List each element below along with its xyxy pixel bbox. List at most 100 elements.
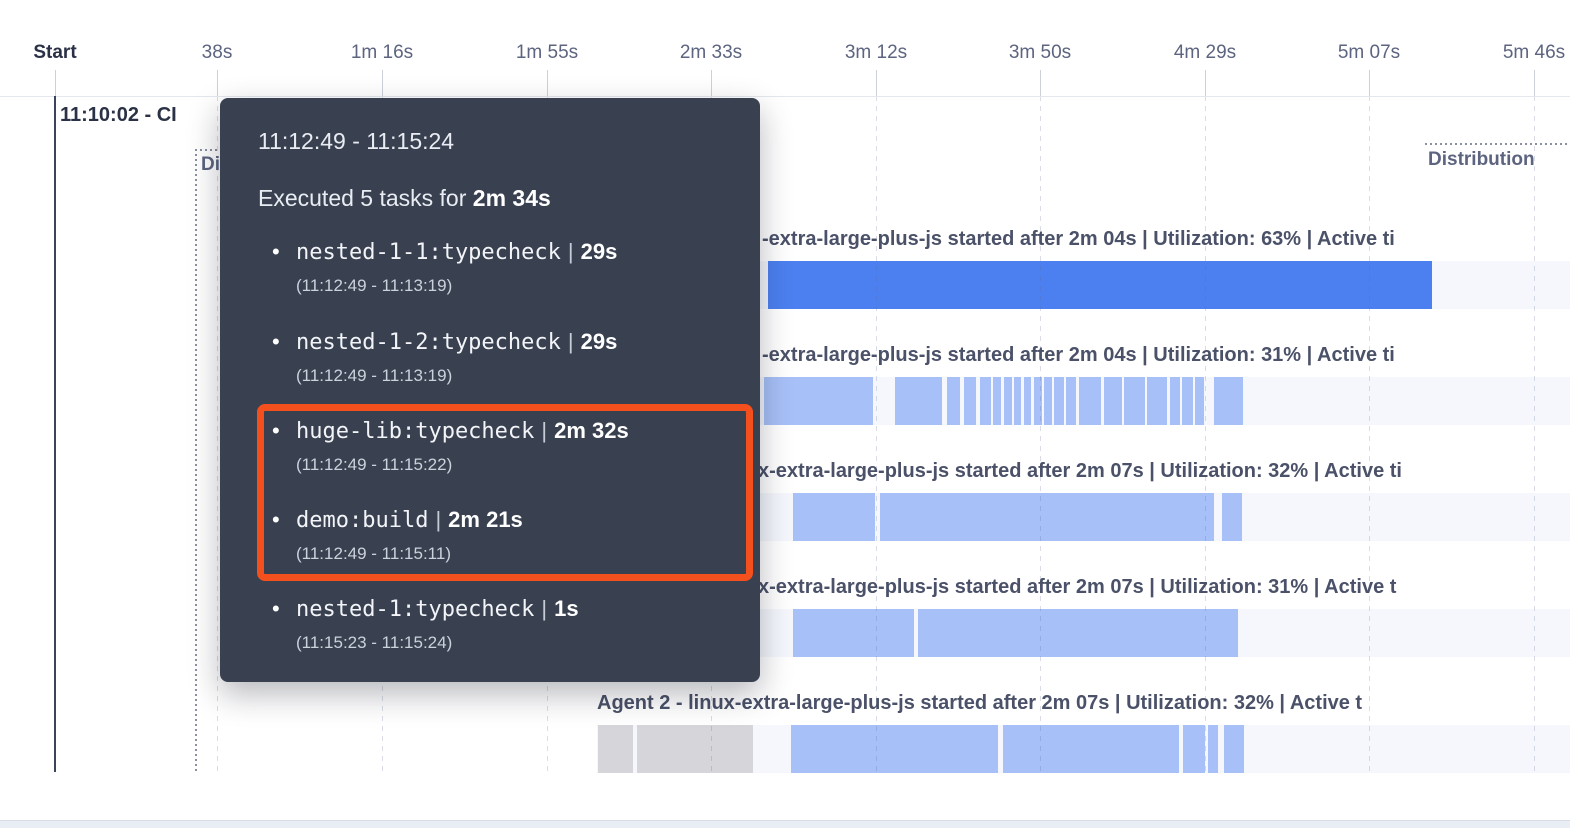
- tooltip-task-item: • nested-1-2:typecheck | 29s (11:12:49 - 11:…: [272, 327, 617, 386]
- time-axis: Start 38s 1m 16s 1m 55s 2m 33s 3m 12s 3m 50s 4m…: [0, 0, 1570, 97]
- agent-activity-bar[interactable]: [1003, 725, 1179, 773]
- task-duration: 2m 32s: [554, 418, 629, 443]
- task-name: nested-1-2:typecheck: [296, 330, 561, 355]
- task-duration: 2m 21s: [448, 507, 523, 532]
- tooltip-task-item: • nested-1:typecheck | 1s (11:15:23 - 11:15:…: [272, 594, 579, 653]
- tooltip-task-item: • huge-lib:typecheck | 2m 32s (11:12:49 - 11…: [272, 416, 629, 475]
- agent-activity-bar[interactable]: [764, 377, 873, 425]
- axis-tick-mark: [547, 70, 548, 96]
- agent-activity-bar[interactable]: [791, 725, 998, 773]
- agent-activity-bar[interactable]: [1222, 493, 1242, 541]
- agent-activity-bar[interactable]: [1208, 725, 1218, 773]
- axis-tick-label: 1m 16s: [350, 42, 414, 63]
- agent-activity-bar[interactable]: [1147, 377, 1167, 425]
- agent-activity-bar[interactable]: [1195, 377, 1204, 425]
- footer-divider: [0, 820, 1570, 821]
- agent-activity-bar[interactable]: [1214, 377, 1243, 425]
- task-time-range: (11:12:49 - 11:15:22): [296, 455, 453, 474]
- agent-activity-bar[interactable]: [1054, 377, 1064, 425]
- axis-tick-label: 2m 33s: [679, 42, 743, 63]
- agent-activity-bar[interactable]: [793, 609, 914, 657]
- axis-tick-label: 38s: [201, 42, 233, 63]
- agent-activity-bar[interactable]: [1024, 377, 1031, 425]
- bullet-icon: •: [272, 507, 280, 532]
- axis-tick-mark: [382, 70, 383, 96]
- tooltip-summary-prefix: Executed 5 tasks for: [258, 185, 473, 211]
- axis-tick-mark: [1205, 70, 1206, 96]
- agent-activity-bar[interactable]: [768, 261, 1432, 309]
- task-name: demo:build: [296, 508, 429, 533]
- agent-activity-bar[interactable]: [880, 493, 1214, 541]
- axis-tick-label: 5m 46s: [1502, 42, 1566, 63]
- task-tooltip: 11:12:49 - 11:15:24 Executed 5 tasks for…: [220, 98, 760, 682]
- axis-tick-label: Start: [33, 42, 77, 63]
- axis-tick-label: 4m 29s: [1173, 42, 1237, 63]
- tooltip-task-item: • demo:build | 2m 21s (11:12:49 - 11:15:11): [272, 505, 523, 564]
- tooltip-summary-duration: 2m 34s: [472, 185, 551, 211]
- axis-tick-mark: [217, 70, 218, 96]
- task-name: huge-lib:typecheck: [296, 419, 535, 444]
- agent-activity-bar[interactable]: [993, 377, 1001, 425]
- tooltip-task-line: • nested-1-1:typecheck | 29s: [272, 237, 617, 268]
- task-name: nested-1:typecheck: [296, 597, 535, 622]
- agent-idle-bar[interactable]: [637, 725, 753, 773]
- bullet-icon: •: [272, 596, 280, 621]
- task-time-range: (11:12:49 - 11:13:19): [296, 276, 453, 295]
- agent-activity-bar[interactable]: [1182, 377, 1193, 425]
- agent-activity-bar[interactable]: [895, 377, 942, 425]
- agent-activity-bar[interactable]: [1224, 725, 1244, 773]
- agent-activity-bar[interactable]: [1004, 377, 1012, 425]
- task-separator: |: [541, 418, 548, 443]
- agent-activity-bar[interactable]: [947, 377, 960, 425]
- axis-tick-mark: [711, 70, 712, 96]
- agent-row-label: x-extra-large-plus-js started after 2m 0…: [758, 576, 1397, 598]
- agent-activity-bar[interactable]: [1079, 377, 1101, 425]
- agent-activity-bar[interactable]: [1034, 377, 1042, 425]
- agent-activity-bar[interactable]: [918, 609, 1238, 657]
- tooltip-summary: Executed 5 tasks for 2m 34s: [258, 185, 551, 212]
- agent-activity-bar[interactable]: [1183, 725, 1205, 773]
- bullet-icon: •: [272, 329, 280, 354]
- agent-activity-bar[interactable]: [980, 377, 991, 425]
- task-name: nested-1-1:typecheck: [296, 240, 561, 265]
- axis-tick-mark: [1534, 70, 1535, 96]
- agent-activity-bar[interactable]: [1044, 377, 1052, 425]
- task-duration: 1s: [554, 596, 579, 621]
- agent-row-label: Agent 2 - linux-extra-large-plus-js star…: [597, 692, 1363, 714]
- agent-row-label: x-extra-large-plus-js started after 2m 0…: [758, 460, 1402, 482]
- tooltip-task-line: • demo:build | 2m 21s: [272, 505, 523, 536]
- bullet-icon: •: [272, 239, 280, 264]
- task-separator: |: [435, 507, 442, 532]
- task-duration: 29s: [580, 239, 618, 264]
- agent-idle-bar[interactable]: [598, 725, 633, 773]
- axis-tick-label: 3m 50s: [1008, 42, 1072, 63]
- agent-activity-bar[interactable]: [964, 377, 976, 425]
- tooltip-task-line: • nested-1:typecheck | 1s: [272, 594, 579, 625]
- axis-tick-mark: [876, 70, 877, 96]
- agent-activity-bar[interactable]: [1104, 377, 1122, 425]
- task-duration: 29s: [580, 329, 618, 354]
- footer-scroll-strip[interactable]: [0, 821, 1570, 828]
- task-separator: |: [541, 596, 548, 621]
- task-time-range: (11:12:49 - 11:15:11): [296, 544, 451, 563]
- tooltip-task-line: • huge-lib:typecheck | 2m 32s: [272, 416, 629, 447]
- agent-activity-bar[interactable]: [1170, 377, 1180, 425]
- bullet-icon: •: [272, 418, 280, 443]
- agent-activity-bar[interactable]: [1014, 377, 1021, 425]
- agent-activity-bar[interactable]: [1124, 377, 1145, 425]
- highlighted-tasks-outline: [257, 404, 753, 581]
- task-separator: |: [567, 239, 574, 264]
- agent-row-label: -extra-large-plus-js started after 2m 04…: [762, 228, 1395, 250]
- task-time-range: (11:15:23 - 11:15:24): [296, 633, 453, 652]
- agent-activity-bar[interactable]: [793, 493, 875, 541]
- task-separator: |: [567, 329, 574, 354]
- task-time-range: (11:12:49 - 11:13:19): [296, 366, 453, 385]
- axis-tick-mark: [55, 70, 56, 96]
- agent-activity-bar[interactable]: [1066, 377, 1076, 425]
- axis-tick-mark: [1369, 70, 1370, 96]
- axis-tick-label: 1m 55s: [515, 42, 579, 63]
- axis-tick-mark: [1040, 70, 1041, 96]
- tooltip-time-range: 11:12:49 - 11:15:24: [258, 128, 455, 154]
